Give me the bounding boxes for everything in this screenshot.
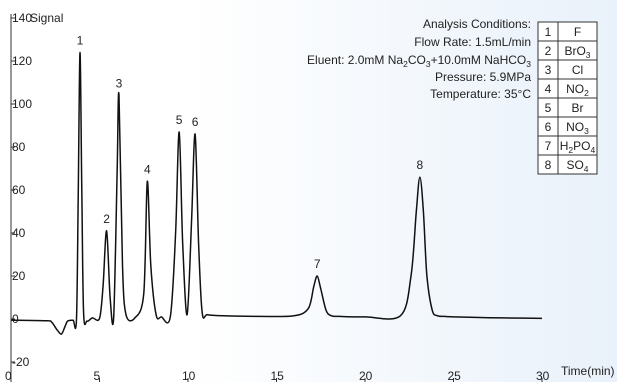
y-tick-label: 120 (12, 54, 32, 68)
peak-label: 7 (314, 257, 321, 271)
y-tick-label: 100 (12, 97, 32, 111)
legend-ion-name: SO4 (566, 158, 588, 174)
chromatogram-trace (10, 51, 543, 335)
conditions-temperature: Temperature: 35°C (430, 87, 531, 101)
legend-peak-number: 8 (545, 158, 552, 172)
legend-peak-number: 2 (545, 44, 552, 58)
analysis-conditions: Analysis Conditions: Flow Rate: 1.5mL/mi… (307, 17, 531, 101)
peak-label: 3 (116, 76, 123, 90)
y-tick-label: 60 (12, 183, 26, 197)
peak-label: 8 (417, 158, 424, 172)
peak-label: 5 (176, 113, 183, 127)
x-tick-label: 30 (536, 369, 550, 382)
x-tick-label: 0 (5, 369, 12, 382)
x-axis-label: Time(min) (561, 364, 615, 378)
conditions-heading: Analysis Conditions: (423, 17, 531, 31)
legend-peak-number: 1 (545, 25, 552, 39)
legend-ion-name: BrO3 (564, 44, 590, 60)
y-tick-label: 0 (12, 312, 19, 326)
conditions-eluent: Eluent: 2.0mM Na2CO3+10.0mM NaHCO3 (307, 53, 531, 69)
legend-peak-number: 4 (545, 82, 552, 96)
legend-peak-number: 3 (545, 63, 552, 77)
conditions-pressure: Pressure: 5.9MPa (435, 70, 531, 84)
x-tick-label: 10 (182, 369, 196, 382)
legend-peak-number: 5 (545, 101, 552, 115)
peak-label: 2 (103, 212, 110, 226)
peak-label: 1 (77, 33, 84, 47)
peak-label: 6 (192, 115, 199, 129)
legend-peak-number: 7 (545, 139, 552, 153)
x-tick-label: 15 (271, 369, 285, 382)
y-tick-label: 40 (12, 226, 26, 240)
y-tick-label: 20 (12, 269, 26, 283)
x-tick-label: 20 (359, 369, 373, 382)
legend-ion-name: NO3 (566, 120, 589, 136)
conditions-flow-rate: Flow Rate: 1.5mL/min (414, 35, 531, 49)
legend-peak-number: 6 (545, 120, 552, 134)
legend-ion-name: NO2 (566, 82, 589, 98)
x-tick-label: 5 (94, 369, 101, 382)
y-tick-label: 140 (12, 11, 32, 25)
peak-label: 4 (144, 162, 151, 176)
y-tick-label: 80 (12, 140, 26, 154)
legend-ion-name: Br (572, 101, 584, 115)
x-tick-label: 25 (448, 369, 462, 382)
y-tick-label: -20 (12, 355, 30, 369)
y-axis-label: Signal (30, 11, 63, 25)
peak-legend-table: 1 F 2 BrO3 3 Cl 4 NO2 5 Br 6 NO3 7 H2PO4 8 SO4 (537, 21, 598, 175)
legend-ion-name: H2PO4 (560, 139, 596, 155)
legend-ion-name: Cl (572, 63, 583, 77)
legend-ion-name: F (574, 25, 581, 39)
